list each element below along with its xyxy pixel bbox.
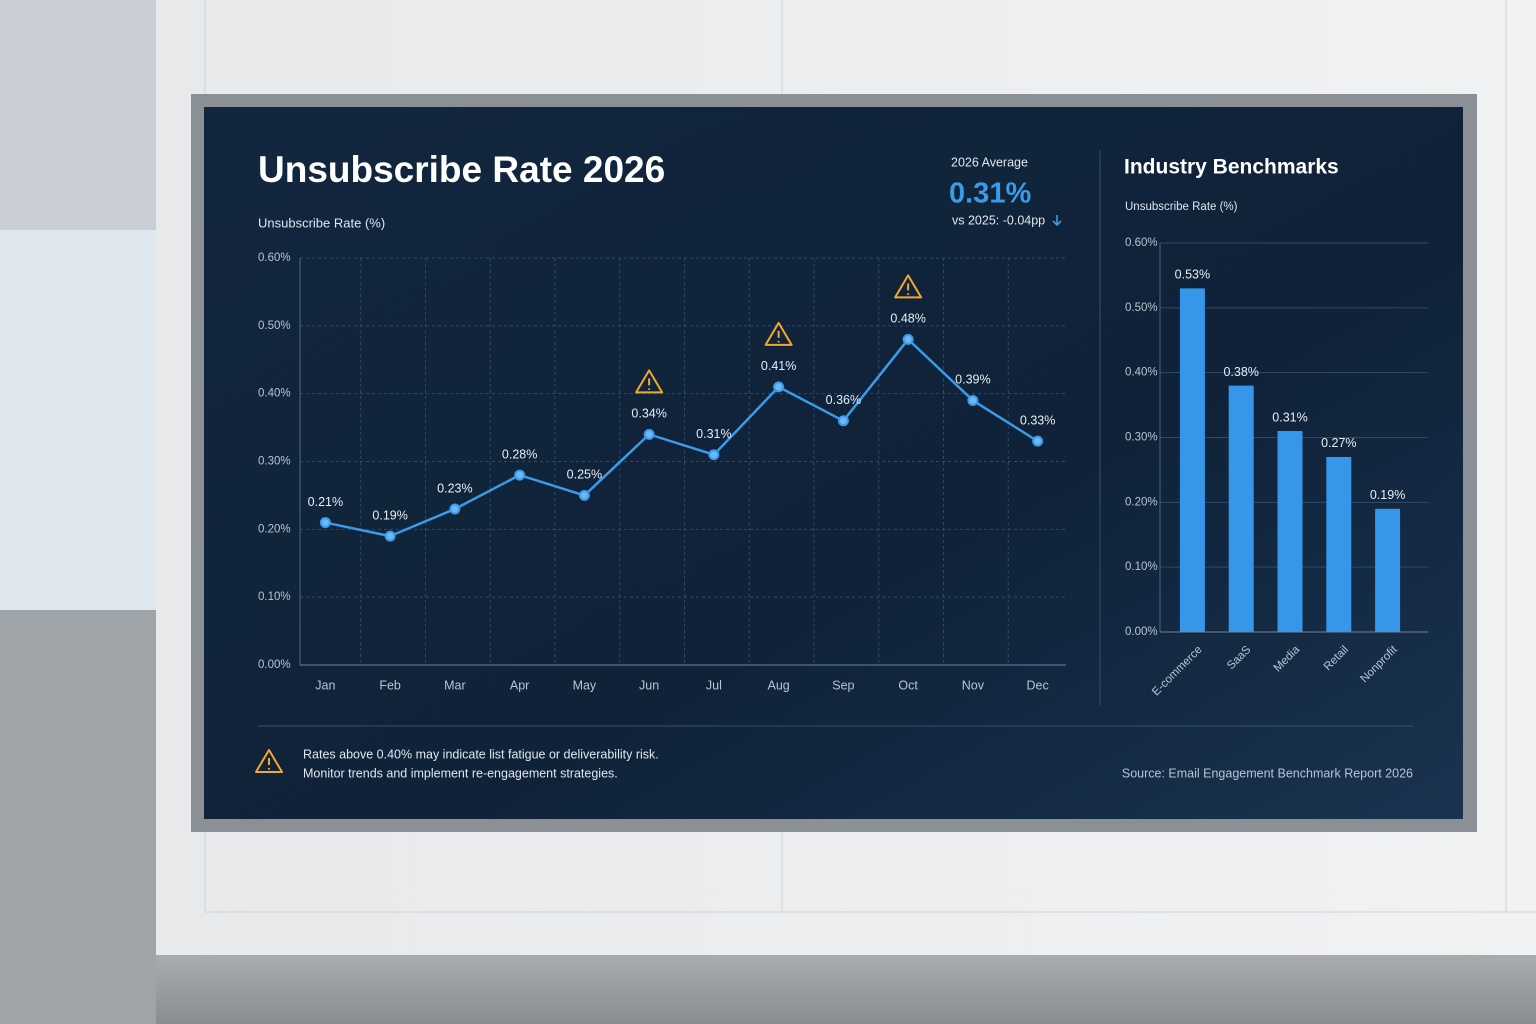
bar	[1375, 508, 1401, 632]
x-tick-label: May	[573, 678, 597, 692]
value-label: 0.31%	[1272, 410, 1307, 424]
y-tick-label: 0.10%	[1125, 561, 1158, 573]
point	[1032, 435, 1044, 447]
value-label: 0.27%	[1321, 436, 1356, 450]
kpi-value: 0.31%	[949, 178, 1031, 210]
kpi-comparison: vs 2025: -0.04pp	[952, 213, 1045, 227]
value-label: 0.33%	[1020, 413, 1055, 427]
warning-icon	[255, 749, 283, 773]
screen	[204, 107, 1463, 819]
value-label: 0.28%	[502, 447, 537, 461]
y-tick-label: 0.40%	[258, 388, 291, 400]
x-tick-label: Feb	[379, 678, 401, 692]
warning-icon	[635, 369, 664, 394]
y-tick-label: 0.20%	[258, 523, 291, 535]
value-label: 0.31%	[696, 427, 731, 441]
warning-triangle	[894, 274, 923, 299]
x-tick-label: Oct	[898, 678, 918, 692]
y-tick-label: 0.10%	[258, 591, 291, 603]
value-label: 0.41%	[761, 359, 796, 373]
x-tick-label: Sep	[832, 678, 854, 692]
value-label: 0.19%	[372, 508, 407, 522]
y-tick-label: 0.50%	[1125, 302, 1158, 314]
office-floor	[0, 610, 156, 1024]
down-arrow	[1052, 215, 1062, 227]
y-tick-label: 0.60%	[258, 252, 291, 264]
x-tick-label: Mar	[444, 678, 466, 692]
y-tick-label: 0.40%	[1125, 367, 1158, 379]
value-label: 0.53%	[1175, 268, 1210, 282]
warning-icon	[764, 321, 793, 346]
point	[837, 415, 849, 427]
value-label: 0.23%	[437, 481, 472, 495]
line	[325, 337, 1039, 538]
x-tick-label: Jul	[706, 678, 722, 692]
point	[967, 394, 979, 406]
y-tick-label: 0.60%	[1125, 237, 1158, 249]
bar	[1326, 456, 1352, 632]
x-tick-label: Aug	[768, 678, 790, 692]
y-tick-label: 0.00%	[258, 659, 291, 671]
x-tick-label: Dec	[1027, 678, 1049, 692]
chart-title: Unsubscribe Rate 2026	[258, 149, 665, 190]
warning-triangle	[635, 369, 664, 394]
y-axis-label: Unsubscribe Rate (%)	[258, 215, 385, 230]
warning-icon	[894, 274, 923, 299]
y-axis-label: Unsubscribe Rate (%)	[1125, 201, 1238, 213]
bar	[1179, 288, 1205, 632]
point	[773, 381, 785, 393]
point	[708, 449, 720, 461]
value-label: 0.19%	[1370, 488, 1405, 502]
x-tick-label: Jan	[315, 678, 335, 692]
value-label: 0.21%	[308, 495, 343, 509]
bar	[1228, 385, 1254, 632]
point	[449, 503, 461, 515]
x-tick-label: Jun	[639, 678, 659, 692]
value-label: 0.39%	[955, 373, 990, 387]
point	[643, 428, 655, 440]
footer-note: Rates above 0.40% may indicate list fati…	[303, 747, 659, 761]
x-tick-label: Apr	[510, 678, 529, 692]
value-label: 0.36%	[826, 393, 861, 407]
source: Source: Email Engagement Benchmark Repor…	[1122, 766, 1413, 780]
chart-title: Industry Benchmarks	[1124, 156, 1339, 179]
x-tick-label: Nov	[962, 678, 985, 692]
bar	[1277, 431, 1303, 632]
window	[0, 230, 156, 610]
floor	[156, 955, 1536, 1024]
y-tick-label: 0.20%	[1125, 496, 1158, 508]
point	[319, 517, 331, 529]
point	[578, 489, 590, 501]
y-tick-label: 0.30%	[1125, 432, 1158, 444]
value-label: 0.25%	[567, 468, 602, 482]
point	[902, 333, 914, 345]
point	[514, 469, 526, 481]
y-tick-label: 0.30%	[258, 456, 291, 468]
kpi-label: 2026 Average	[951, 155, 1028, 169]
warning-triangle	[764, 321, 793, 346]
value-label: 0.38%	[1223, 365, 1258, 379]
y-tick-label: 0.00%	[1125, 626, 1158, 638]
value-label: 0.48%	[890, 312, 925, 326]
footer-note: Monitor trends and implement re-engageme…	[303, 766, 618, 780]
value-label: 0.34%	[631, 407, 666, 421]
y-tick-label: 0.50%	[258, 320, 291, 332]
point	[384, 530, 396, 542]
